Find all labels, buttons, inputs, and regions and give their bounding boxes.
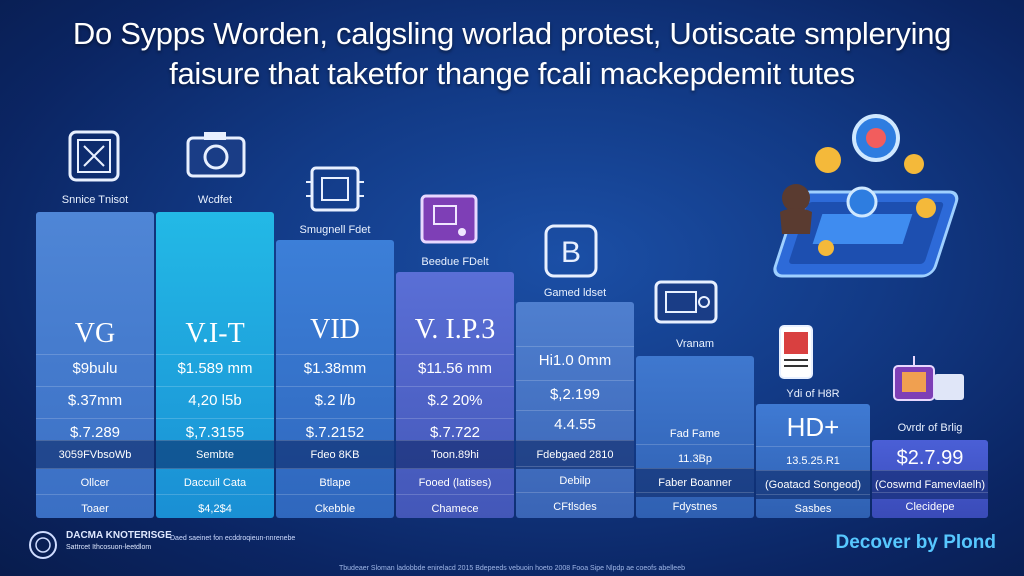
column-5-label: Gamed ldset [543,287,607,299]
column-7-cell: Sasbes [756,494,870,523]
column-5-cell: CFtlsdes [516,492,634,521]
camera-icon [186,132,246,178]
headline-line-1: Do Sypps Worden, calgsling worlad protes… [72,16,952,51]
column-3-name: VID [310,314,360,345]
column-3-cell: Ckebble [276,494,394,523]
column-6-cell: Fad Fame [669,428,721,440]
headline-line-2: faisure that taketfor thange fcali macke… [169,56,855,91]
column-6-cell: 11.3Bp [636,444,754,473]
phone-icon [779,325,813,379]
column-5-cell: Fdebgaed 2810 [516,440,634,469]
column-7-label: Ydi of H8R [786,388,840,400]
column-2-cell: 4,20 l5b [156,386,274,415]
column-5-cell: Debilp [516,466,634,495]
column-6-label: Vranam [675,338,715,350]
column-5-cell: $,2.199 [516,380,634,409]
column-2-label: Wcdfet [197,194,233,206]
column-3-cell: $.2 l/b [276,386,394,415]
column-1-cell: 3059FVbsoWb [36,440,154,469]
column-2-name: V.I-T [185,318,245,349]
column-1-name: VG [74,318,116,349]
smartphone-illustration [773,114,959,278]
footer-tiny-text: Tbudeaer Sloman ladobbde enirelacd 2015 … [339,565,685,572]
column-6-cell: Faber Boanner [636,468,754,497]
column-4-cell: $11.56 mm [396,354,514,383]
column-1-cell: Ollcer [36,468,154,497]
column-3-label: Smugnell Fdet [299,224,371,236]
column-8-label: Ovrdr of Brlig [897,422,963,434]
column-8: $2.7.99 (Coswmd Famevlaelh) Clecidepe [872,440,988,518]
column-4-name: V. I.P.3 [414,314,496,345]
column-3: VID $1.38mm $.2 l/b $.7.2152 Fdeo 8KB Bt… [276,240,394,518]
projector-icon [654,280,718,324]
column-3-cell: $1.38mm [276,354,394,383]
column-2-cell: $1.589 mm [156,354,274,383]
column-1-cell: $9bulu [36,354,154,383]
column-6: Fad Fame 11.3Bp Faber Boanner Fdystnes [636,356,754,518]
column-8-cell: $2.7.99 [896,447,964,469]
column-4: V. I.P.3 $11.56 mm $.2 20% $.7.722 Toon.… [396,272,514,518]
column-4-cell: Chamece [396,494,514,523]
footer-left-line-2: Sattrcet Ithcosuon-leetdlom [66,544,152,551]
svg-text:B: B [561,236,581,269]
column-6-cell: Fdystnes [636,492,754,521]
column-7-cell: 13.5.25.R1 [756,446,870,475]
column-1-label: Snnice Tnisot [61,194,129,206]
circuit-icon [306,166,364,212]
column-3-cell: Fdeo 8KB [276,440,394,469]
column-2-cell: Sembte [156,440,274,469]
column-1: VG $9bulu $.37mm $.7.289 3059FVbsoWb Oll… [36,212,154,518]
column-2: V.I-T $1.589 mm 4,20 l5b $,7.3155 Sembte… [156,212,274,518]
device-b-icon: B [544,224,598,278]
column-7-cell: (Goatacd Songeod) [756,470,870,499]
tv-icon [893,356,964,401]
column-5-cell: 4.4.55 [516,410,634,439]
footer-brand: Decover by Plond [835,532,997,553]
column-3-cell: $.7.2152 [276,418,394,447]
column-7: HD+ 13.5.25.R1 (Goatacd Songeod) Sasbes [756,404,870,518]
monitor-icon [420,194,478,244]
column-2-cell: $,7.3155 [156,418,274,447]
column-8-cell: (Coswmd Famevlaelh) [872,470,988,499]
column-1-cell: $.37mm [36,386,154,415]
column-1-cell: Toaer [36,494,154,523]
footer-left-line-1: DACMA KNOTERISGE [66,530,172,541]
column-3-cell: Btlape [276,468,394,497]
footer-left-line-3: Daed saeinet fon ecddroqieun-nnrenebe [170,535,296,542]
column-4-label: Beedue FDelt [421,256,489,268]
column-4-cell: Fooed (latises) [396,468,514,497]
column-1-cell: $.7.289 [36,418,154,447]
film-icon [68,130,120,182]
column-7-name: HD+ [786,412,840,442]
column-4-cell: $.7.722 [396,418,514,447]
column-2-cell: Daccuil Cata [156,468,274,497]
column-8-cell: Clecidepe [872,492,988,521]
column-5: Hi1.0 0mm $,2.199 4.4.55 Fdebgaed 2810 D… [516,302,634,518]
footer-left: DACMA KNOTERISGE Sattrcet Ithcosuon-leet… [66,530,172,554]
column-4-cell: $.2 20% [396,386,514,415]
headline: Do Sypps Worden, calgsling worlad protes… [0,14,1024,94]
seal-icon [29,531,57,559]
column-5-cell: Hi1.0 0mm [516,346,634,375]
column-4-cell: Toon.89hi [396,440,514,469]
column-2-cell: $4,2$4 [156,494,274,523]
